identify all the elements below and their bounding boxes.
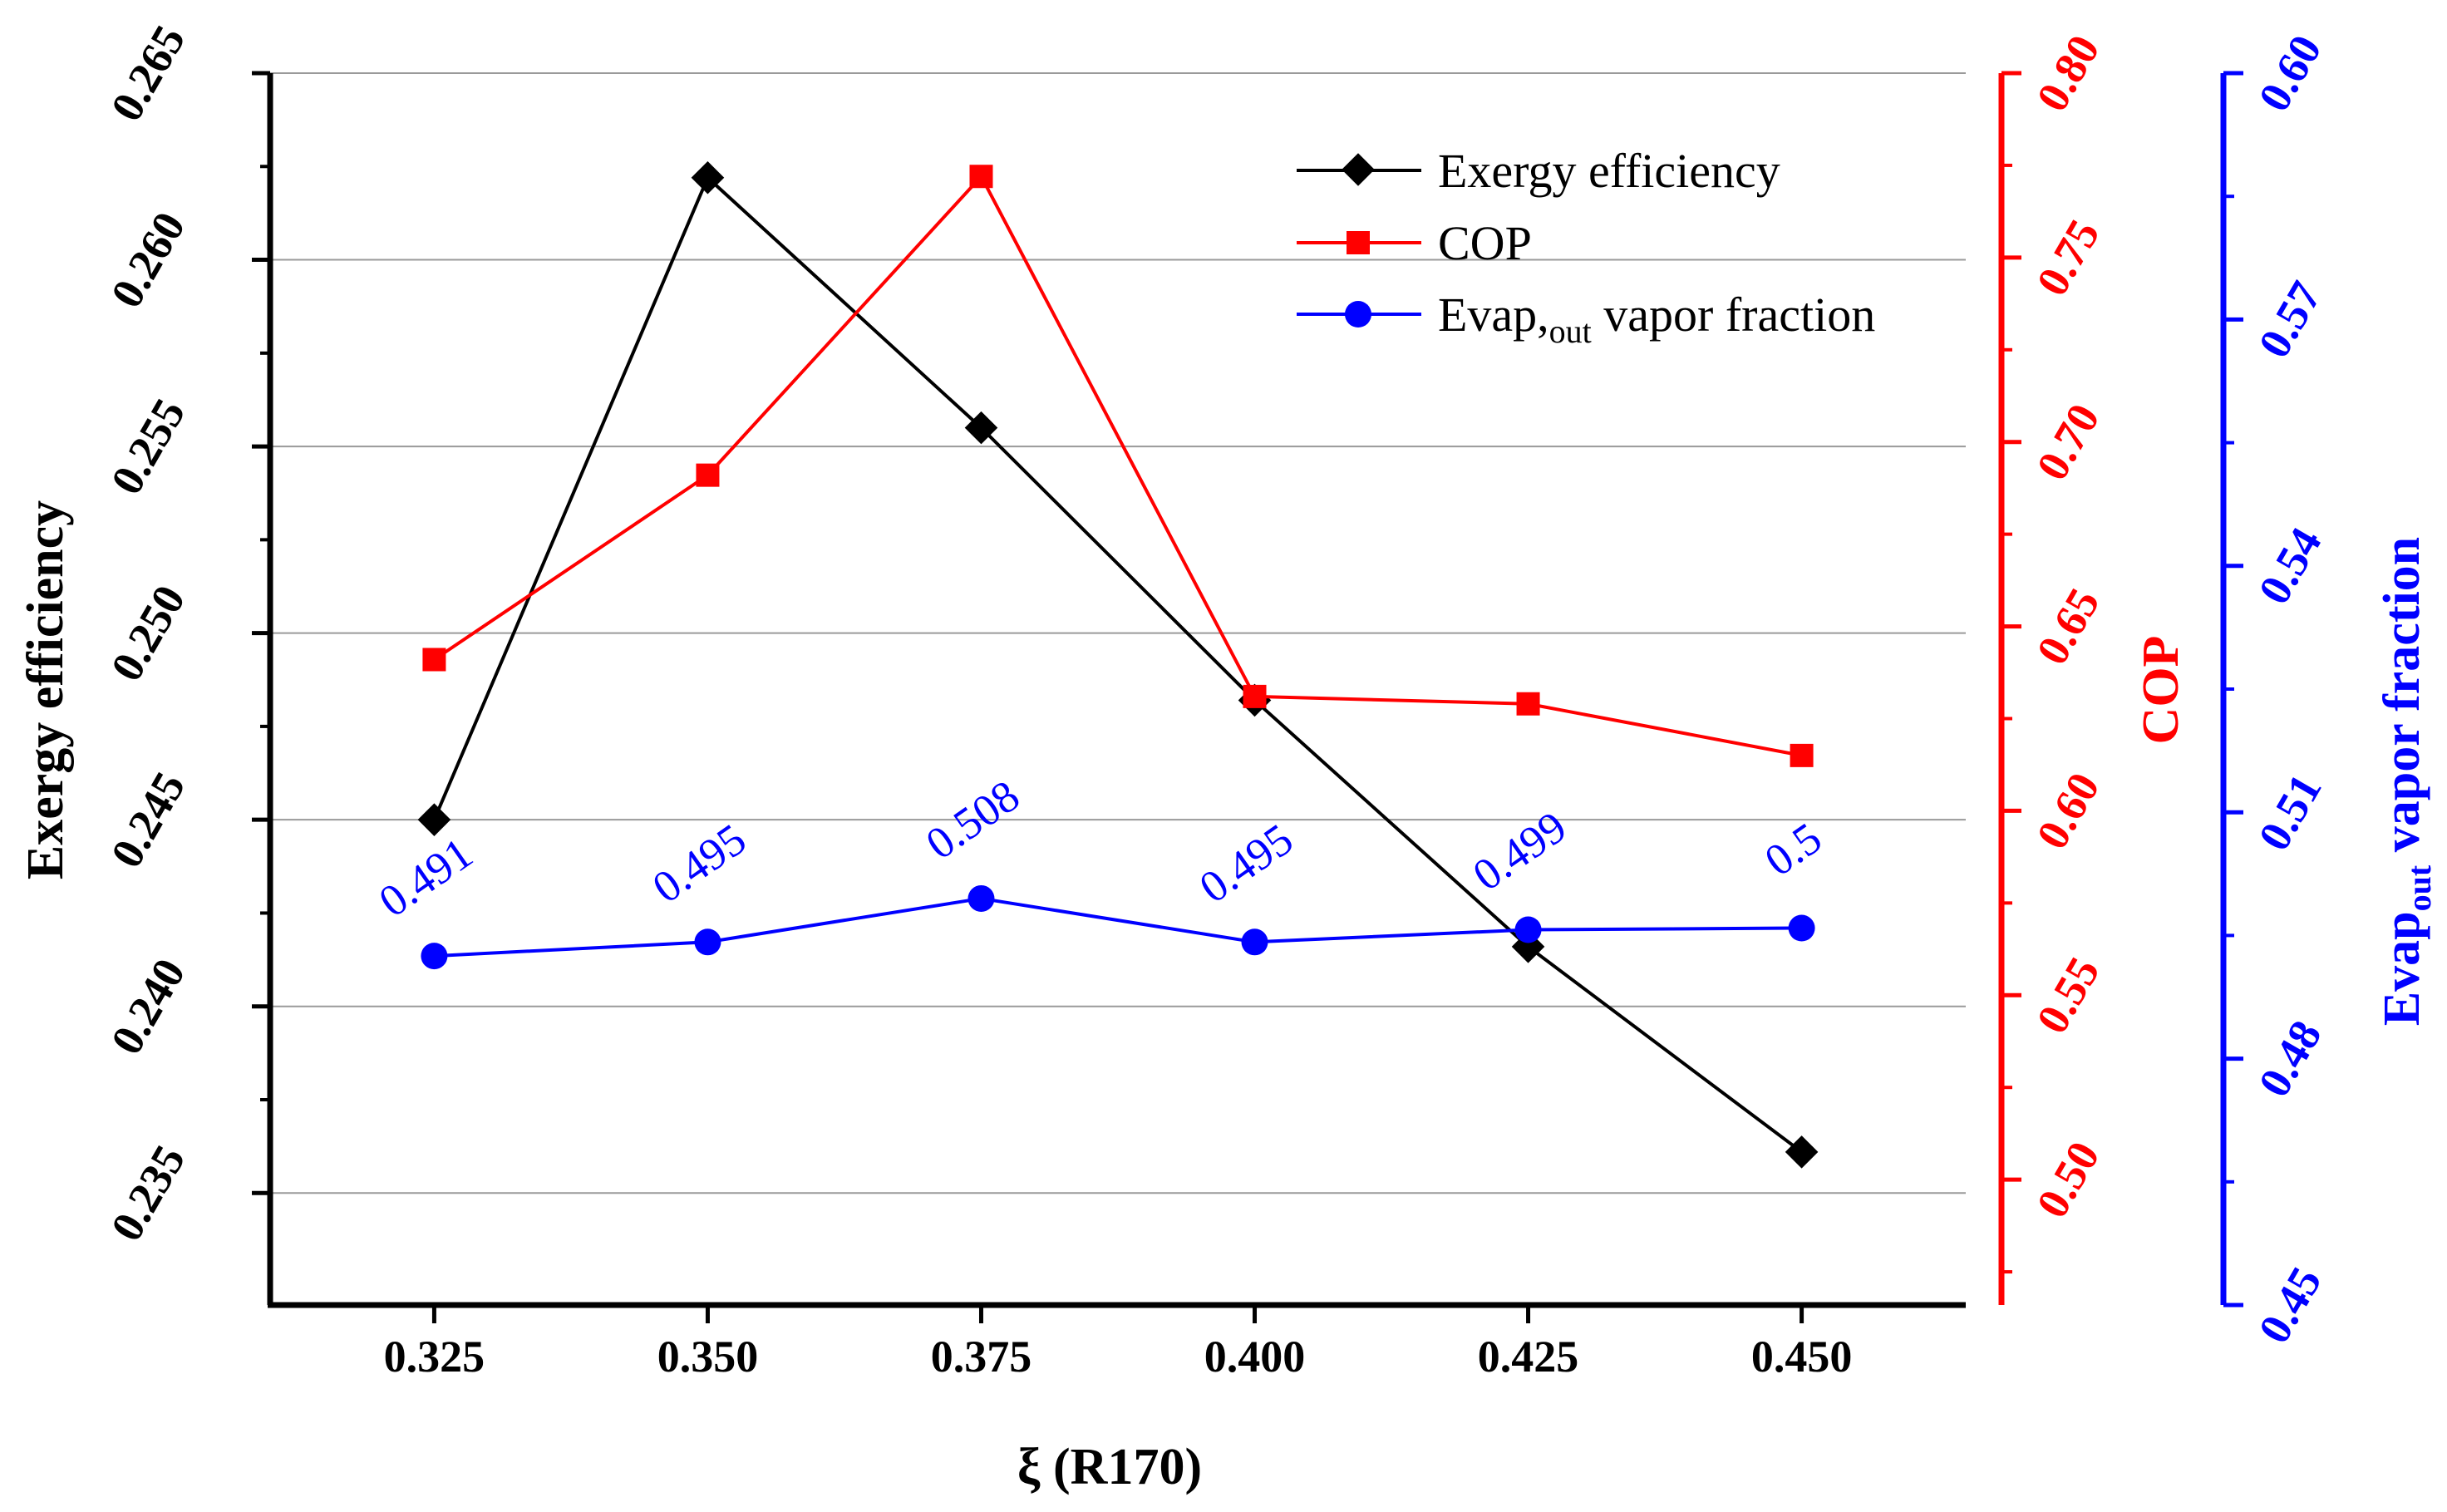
- x-axis-title: ξ (R170): [1017, 1439, 1202, 1495]
- left-tick-label: 0.235: [101, 1137, 195, 1249]
- vapor-point: [421, 943, 448, 970]
- left-tick-label: 0.250: [101, 577, 195, 689]
- legend: Exergy efficiency COP Evap,out vapor fra…: [1297, 144, 1875, 350]
- x-tick-label: 0.375: [931, 1332, 1032, 1381]
- vapor-point: [1788, 914, 1815, 942]
- x-tick-label: 0.425: [1478, 1332, 1579, 1381]
- x-tick-label: 0.350: [657, 1332, 759, 1381]
- vapor-tick-label: 0.48: [2248, 1012, 2331, 1106]
- series-line-1: [433, 175, 1802, 757]
- vapor-axis-title: Evapout vapor fraction: [2374, 537, 2438, 1026]
- x-tick-label: 0.325: [384, 1332, 485, 1381]
- left-tick-label: 0.260: [101, 204, 195, 316]
- data-labels: 0.491 0.495 0.508 0.495 0.499 0.5: [370, 771, 1830, 927]
- cop-axis-title: COP: [2133, 636, 2189, 745]
- exergy-point: [691, 160, 725, 195]
- cop-tick-label: 0.60: [2026, 765, 2109, 858]
- vapor-data-label: 0.495: [1190, 814, 1302, 913]
- left-tick-label: 0.240: [101, 950, 195, 1062]
- vapor-point: [967, 884, 995, 912]
- vapor-tick-label: 0.60: [2248, 27, 2331, 120]
- vapor-data-label: 0.508: [917, 771, 1028, 869]
- vapor-data-label: 0.495: [643, 814, 755, 913]
- cop-tick-label: 0.65: [2026, 580, 2109, 673]
- vapor-tick-label: 0.54: [2248, 520, 2331, 613]
- exergy-point: [1785, 1135, 1819, 1169]
- cop-tick-label: 0.50: [2026, 1133, 2109, 1226]
- cop-tick-label: 0.55: [2026, 948, 2109, 1042]
- legend-square-marker: [1347, 231, 1370, 254]
- vapor-data-label: 0.491: [370, 828, 481, 927]
- legend-circle-marker: [1345, 301, 1371, 328]
- cop-tick-label: 0.80: [2026, 27, 2109, 120]
- vapor-data-label: 0.5: [1755, 813, 1830, 886]
- vapor-axis-title-sub: out: [2400, 864, 2438, 911]
- vapor-point: [1514, 916, 1542, 943]
- cop-point: [1790, 743, 1814, 767]
- legend-label-vapor: Evap,out vapor fraction: [1438, 288, 1875, 350]
- exergy-point: [417, 803, 451, 836]
- cop-point: [1516, 692, 1540, 716]
- cop-point: [422, 648, 446, 672]
- cop-tick-label: 0.70: [2026, 396, 2109, 489]
- vapor-tick-label: 0.45: [2248, 1258, 2331, 1352]
- left-tick-label: 0.265: [101, 17, 195, 129]
- legend-item-vapor: Evap,out vapor fraction: [1297, 288, 1875, 350]
- series-line-2: [434, 896, 1802, 958]
- legend-label-exergy: Exergy efficiency: [1438, 144, 1780, 198]
- left-tick-label: 0.255: [101, 390, 195, 502]
- legend-item-cop: COP: [1297, 216, 1532, 270]
- vapor-point: [694, 928, 721, 956]
- gridlines: [270, 72, 1966, 1194]
- x-tick-label: 0.400: [1204, 1332, 1306, 1381]
- vapor-point: [1241, 928, 1268, 956]
- vapor-tick-label: 0.57: [2248, 273, 2331, 366]
- vapor-tick-label: 0.51: [2248, 766, 2331, 859]
- cop-point: [1243, 684, 1267, 708]
- left-tick-label: 0.245: [101, 764, 195, 876]
- legend-item-exergy: Exergy efficiency: [1297, 144, 1780, 198]
- series-line-0: [432, 175, 1803, 1154]
- cop-tick-label: 0.75: [2026, 211, 2109, 304]
- axes: 0.235 0.240 0.245 0.250 0.255 0.260 0.265 0.325…: [101, 17, 2331, 1381]
- cop-point: [969, 165, 993, 189]
- left-axis-title: Exergy efficiency: [17, 500, 74, 879]
- legend-diamond-marker: [1342, 153, 1375, 186]
- x-tick-label: 0.450: [1751, 1332, 1853, 1381]
- vapor-data-label: 0.499: [1464, 801, 1575, 900]
- legend-label-cop: COP: [1438, 216, 1532, 270]
- cop-point: [696, 463, 720, 487]
